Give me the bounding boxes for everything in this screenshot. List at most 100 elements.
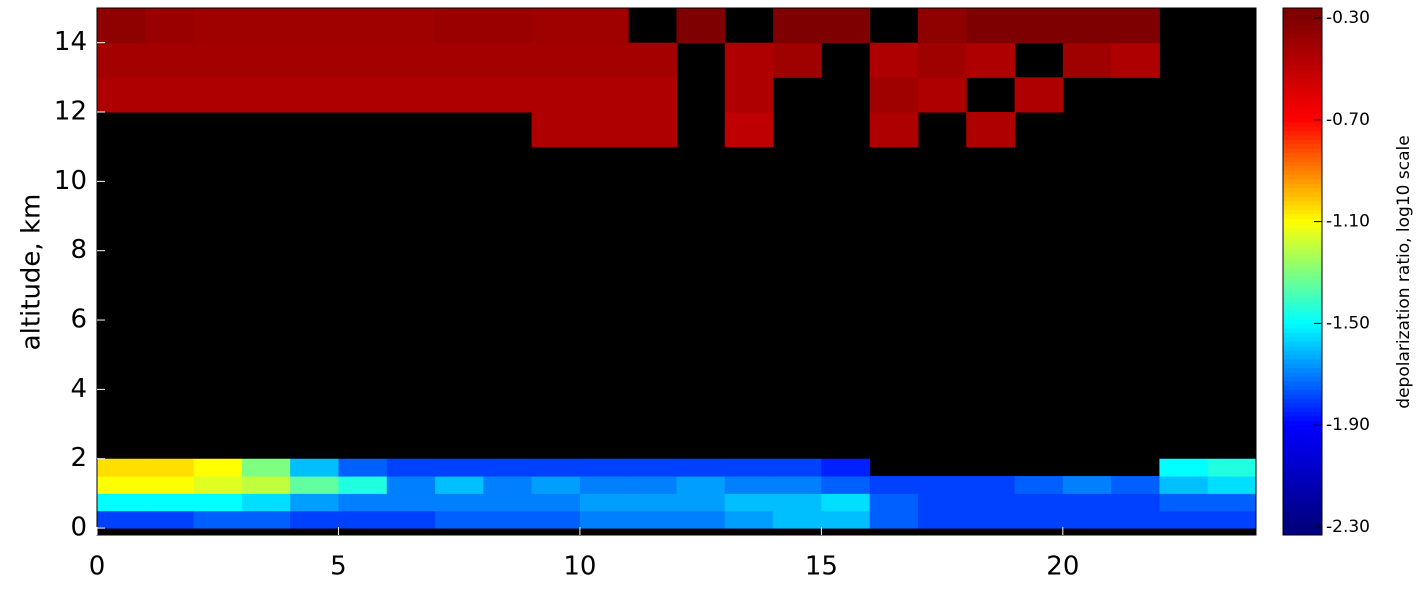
- colorbar-swatch: [1283, 521, 1322, 527]
- colorbar-swatch: [1283, 451, 1322, 457]
- colorbar-swatch: [1283, 188, 1322, 193]
- heatmap-cell: [1159, 476, 1209, 494]
- colorbar-swatch: [1283, 249, 1322, 255]
- heatmap-cell: [97, 8, 146, 44]
- colorbar-swatch: [1283, 34, 1322, 40]
- heatmap-cell: [579, 510, 629, 529]
- colorbar-swatch: [1283, 275, 1322, 281]
- colorbar-swatch: [1283, 91, 1322, 97]
- heatmap-cell: [145, 77, 195, 113]
- colorbar-swatch: [1283, 504, 1322, 510]
- heatmap-cell: [97, 476, 146, 494]
- colorbar-swatch: [1283, 245, 1322, 251]
- heatmap-cell: [917, 493, 967, 512]
- heatmap-cell: [1062, 493, 1112, 512]
- heatmap-cell: [773, 458, 822, 477]
- colorbar-swatch: [1283, 38, 1322, 44]
- y-tick-label: 12: [54, 97, 87, 127]
- colorbar-swatch: [1283, 126, 1322, 132]
- colorbar-swatch: [1283, 372, 1322, 378]
- heatmap-cell: [579, 8, 629, 44]
- y-tick-label: 14: [54, 27, 87, 57]
- heatmap-cell: [579, 42, 629, 78]
- heatmap-cell: [1111, 476, 1160, 494]
- colorbar-swatch: [1283, 319, 1322, 325]
- heatmap-cell: [531, 8, 581, 44]
- heatmap-cell: [531, 493, 581, 512]
- y-tick-label: 10: [54, 166, 87, 196]
- heatmap-cell: [97, 77, 146, 113]
- colorbar-swatch: [1283, 210, 1322, 215]
- colorbar-swatch: [1283, 354, 1322, 360]
- heatmap-cell: [483, 8, 533, 44]
- colorbar-swatch: [1283, 109, 1322, 114]
- colorbar-swatch: [1283, 253, 1322, 259]
- heatmap-cell: [724, 476, 774, 494]
- heatmap-cell: [241, 476, 291, 494]
- heatmap-cell: [97, 42, 146, 78]
- heatmap-cell: [628, 77, 677, 113]
- heatmap-cell: [1159, 493, 1209, 512]
- heatmap-cell: [483, 77, 533, 113]
- heatmap-cell: [773, 8, 822, 44]
- colorbar-swatch: [1283, 442, 1322, 448]
- heatmap-cell: [241, 8, 291, 44]
- heatmap-cell: [483, 458, 533, 477]
- colorbar-swatch: [1283, 21, 1322, 27]
- heatmap-cell: [1159, 510, 1209, 529]
- colorbar-swatch: [1283, 517, 1322, 523]
- colorbar-swatch: [1283, 16, 1322, 22]
- heatmap-cell: [869, 476, 919, 494]
- heatmap-cell: [1111, 8, 1160, 44]
- colorbar-swatch: [1283, 29, 1322, 35]
- x-tick-label: 5: [330, 552, 347, 582]
- heatmap-cell: [676, 510, 726, 529]
- heatmap-cell: [338, 510, 388, 529]
- colorbar-swatch: [1283, 455, 1322, 461]
- colorbar-swatch: [1283, 482, 1322, 488]
- colorbar-swatch: [1283, 341, 1322, 347]
- heatmap-cell: [773, 493, 822, 512]
- colorbar-swatch: [1283, 43, 1322, 49]
- heatmap-cell: [483, 42, 533, 78]
- heatmap-cell: [531, 42, 581, 78]
- heatmap-cell: [193, 510, 243, 529]
- colorbar-swatch: [1283, 104, 1322, 110]
- y-tick-label: 4: [70, 374, 87, 404]
- colorbar-swatch: [1283, 284, 1322, 290]
- heatmap-cell: [193, 42, 243, 78]
- colorbar-swatch: [1283, 346, 1322, 352]
- plot-frame: [96, 7, 1257, 536]
- heatmap-cell: [917, 8, 967, 44]
- heatmap-cell: [483, 476, 533, 494]
- heatmap-cell: [193, 493, 243, 512]
- colorbar-swatch: [1283, 486, 1322, 492]
- colorbar-swatch: [1283, 363, 1322, 369]
- colorbar-swatch: [1283, 328, 1322, 334]
- colorbar-swatch: [1283, 267, 1322, 272]
- colorbar-swatch: [1283, 359, 1322, 365]
- colorbar-swatch: [1283, 82, 1322, 88]
- colorbar-swatch: [1283, 464, 1322, 470]
- colorbar-swatch: [1283, 499, 1322, 505]
- y-tick-label: 8: [70, 235, 87, 265]
- colorbar-swatch: [1283, 214, 1322, 220]
- heatmap-cell: [724, 77, 774, 113]
- heatmap-cell: [724, 112, 774, 148]
- heatmap-cell: [241, 493, 291, 512]
- heatmap-cell: [1111, 493, 1160, 512]
- x-tick-label: 15: [805, 552, 838, 582]
- colorbar-swatch: [1283, 368, 1322, 374]
- colorbar-swatch: [1283, 403, 1322, 409]
- colorbar-swatch: [1283, 170, 1322, 176]
- colorbar-swatch: [1283, 152, 1322, 158]
- heatmap-cell: [193, 458, 243, 477]
- colorbar-swatch: [1283, 438, 1322, 444]
- colorbar-swatch: [1283, 420, 1322, 426]
- heatmap-cell: [290, 458, 339, 477]
- heatmap-cell: [869, 112, 919, 148]
- colorbar-label: depolarization ratio, log10 scale: [1394, 135, 1414, 408]
- colorbar-swatch: [1283, 117, 1322, 123]
- colorbar-swatch: [1283, 398, 1322, 404]
